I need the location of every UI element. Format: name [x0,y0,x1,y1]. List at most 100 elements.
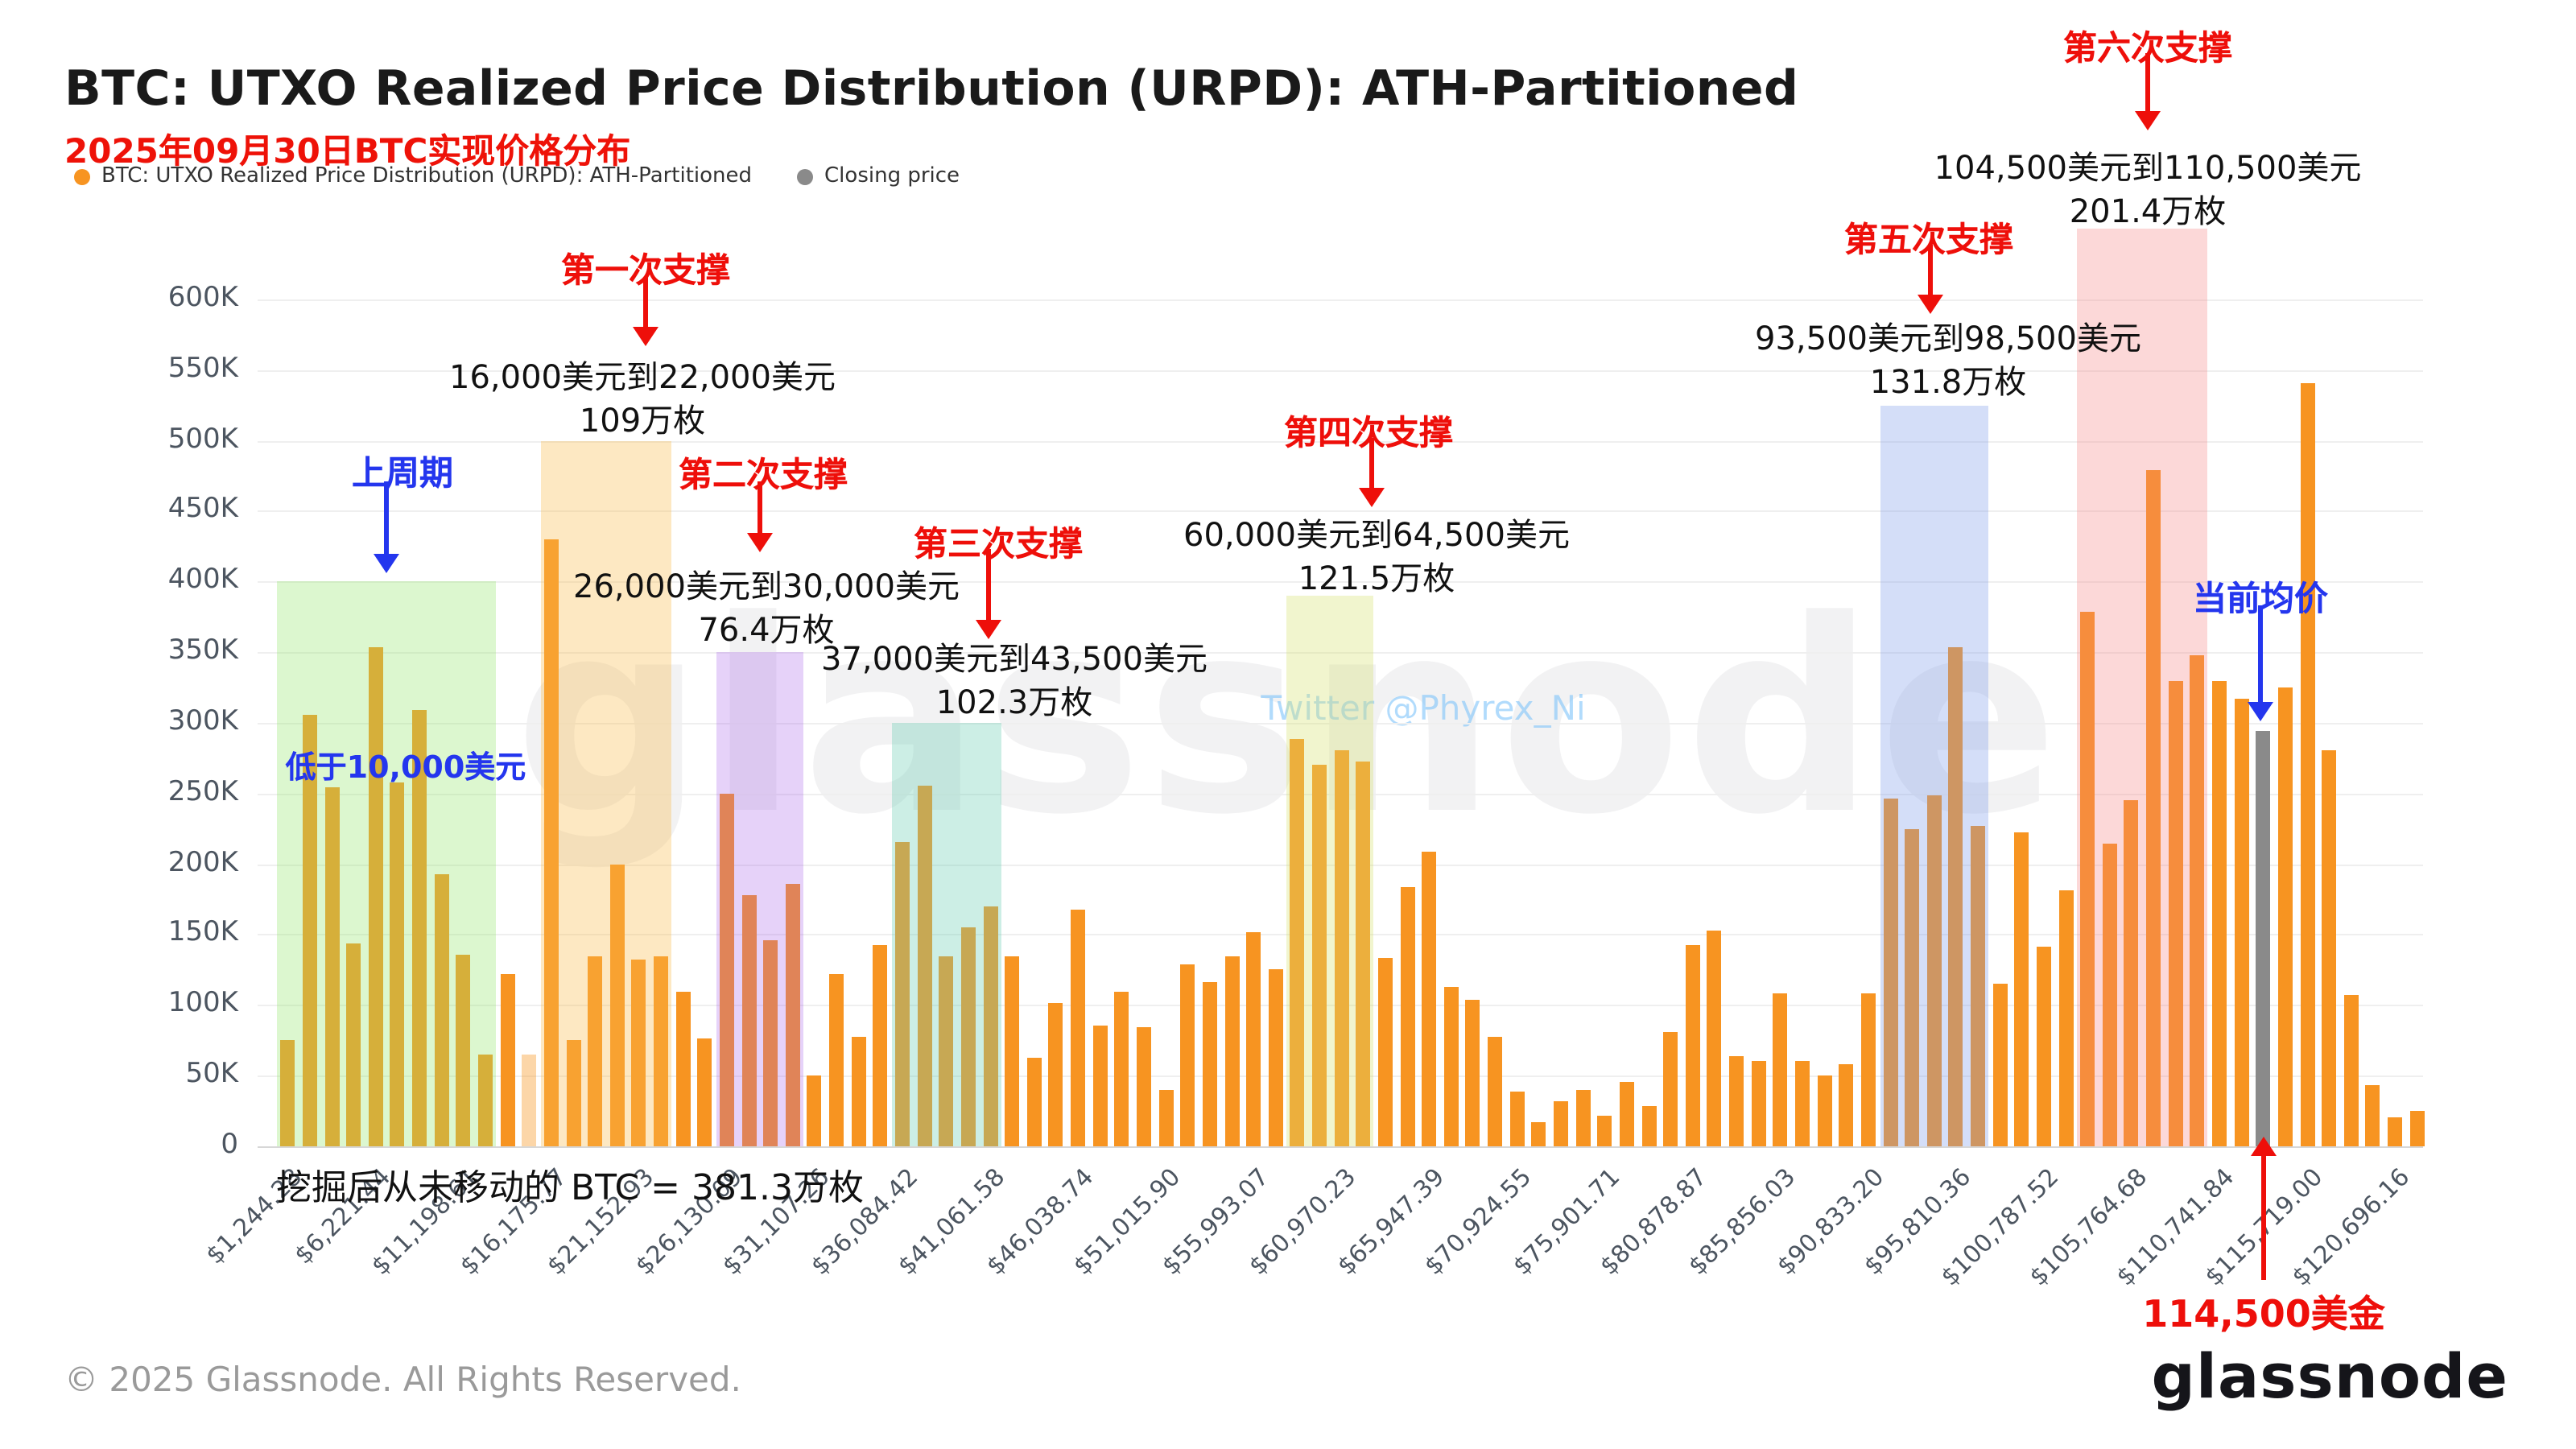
supply-bar [1202,982,1217,1146]
supply-bar [2036,947,2051,1146]
supply-bar [477,1054,493,1146]
supply-bar [917,786,932,1146]
zone-support-4 [1286,595,1374,1146]
annotation-below-10k: 低于10,000美元 [285,750,526,786]
annotation-support4-amount: 121.5万枚 [1298,559,1455,597]
glassnode-watermark: glassnode [514,564,2062,873]
gridline [258,369,2423,372]
annotation-support4-label: 第四次支撑 [1284,414,1453,452]
supply-bar [1268,969,1283,1146]
supply-bar [631,960,646,1146]
zone-support-2 [716,652,803,1146]
supply-bar [2212,681,2227,1146]
supply-bar [895,842,910,1146]
supply-bar [324,787,340,1146]
y-axis-tick-label: 250K [167,775,238,808]
gridline [258,1146,2423,1148]
annotation-support1-range: 16,000美元到22,000美元 [449,357,836,396]
support1-arrow-head-icon [633,327,658,346]
supply-bar [2058,890,2074,1146]
supply-bar [1619,1081,1634,1146]
supply-bar [1926,795,1942,1146]
annotation-prev-cycle: 上周期 [352,454,453,493]
y-axis-tick-label: 500K [167,423,238,455]
supply-bar [1641,1106,1657,1146]
supply-bar [1465,999,1480,1146]
prev-cycle-arrow-head-icon [374,554,399,573]
supply-bar [675,991,691,1146]
price-now-arrow-line [2261,1156,2266,1280]
supply-bar [588,956,603,1146]
supply-bar [2146,469,2161,1146]
supply-bar [2234,698,2249,1146]
supply-bar [2409,1111,2425,1146]
urpd-series-dot-icon [74,168,90,184]
y-axis-tick-label: 400K [167,564,238,597]
supply-bar [1860,993,1876,1146]
closing-price-bar [2256,731,2271,1146]
supply-bar [346,943,361,1146]
annotation-support3-amount: 102.3万枚 [935,683,1093,721]
support6-arrow-line [2145,53,2150,111]
supply-bar [368,646,383,1146]
gridline [258,299,2423,301]
support3-arrow-line [986,549,991,620]
supply-bar [1290,738,1305,1146]
supply-bar [1663,1031,1678,1146]
supply-bar [1992,984,2008,1146]
supply-bar [1443,986,1459,1146]
y-axis-tick-label: 50K [185,1058,238,1091]
supply-bar [522,1054,537,1146]
annotation-support6-range: 104,500美元到110,500美元 [1934,148,2362,187]
annotation-support4-range: 60,000美元到64,500美元 [1183,515,1570,554]
supply-bar [1531,1122,1546,1146]
supply-bar [763,939,778,1146]
gridline [258,652,2423,654]
supply-bar [434,873,449,1146]
legend-item-label: Closing price [824,164,960,188]
y-axis-tick-label: 300K [167,704,238,737]
supply-bar [2124,800,2139,1146]
supply-bar [1773,993,1788,1146]
supply-bar [807,1075,822,1146]
supply-bar [1114,991,1129,1146]
support4-arrow-line [1369,438,1374,488]
supply-bar [1794,1060,1810,1146]
supply-bar [1312,765,1327,1146]
annotation-support5-range: 93,500美元到98,500美元 [1755,319,2141,357]
closing-price-series-dot-icon [797,168,814,184]
annotation-support1-amount: 109万枚 [579,401,706,440]
supply-bar [1883,799,1897,1146]
supply-bar [2322,750,2337,1146]
supply-bar [1751,1060,1766,1146]
legend-item-closing-price: Closing price [797,164,960,188]
supply-bar [543,539,559,1146]
y-axis-tick-label: 100K [167,987,238,1020]
supply-bar [2277,687,2293,1146]
supply-bar [1180,964,1195,1146]
zone-support-6 [2077,228,2208,1146]
gridline [258,722,2423,724]
page-title: BTC: UTXO Realized Price Distribution (U… [64,61,1799,118]
supply-bar [1356,761,1371,1146]
zone-support-3 [892,722,1001,1146]
supply-bar [2168,681,2183,1146]
y-axis-tick-label: 350K [167,634,238,667]
zone-support-1 [540,440,672,1146]
supply-bar [983,906,998,1146]
supply-bar [2343,995,2359,1146]
supply-bar [654,956,669,1146]
annotation-support2-range: 26,000美元到30,000美元 [573,567,960,605]
supply-bar [719,793,734,1146]
annotation-price-now: 114,500美金 [2142,1294,2385,1336]
support1-arrow-line [643,277,648,327]
supply-bar [1158,1089,1174,1146]
legend: BTC: UTXO Realized Price Distribution (U… [74,164,960,188]
supply-bar [1597,1115,1612,1146]
supply-bar [302,714,317,1146]
supply-bar [390,782,405,1146]
annotation-support3-range: 37,000美元到43,500美元 [821,639,1208,678]
y-axis-tick-label: 200K [167,846,238,879]
supply-bar [2190,654,2205,1146]
